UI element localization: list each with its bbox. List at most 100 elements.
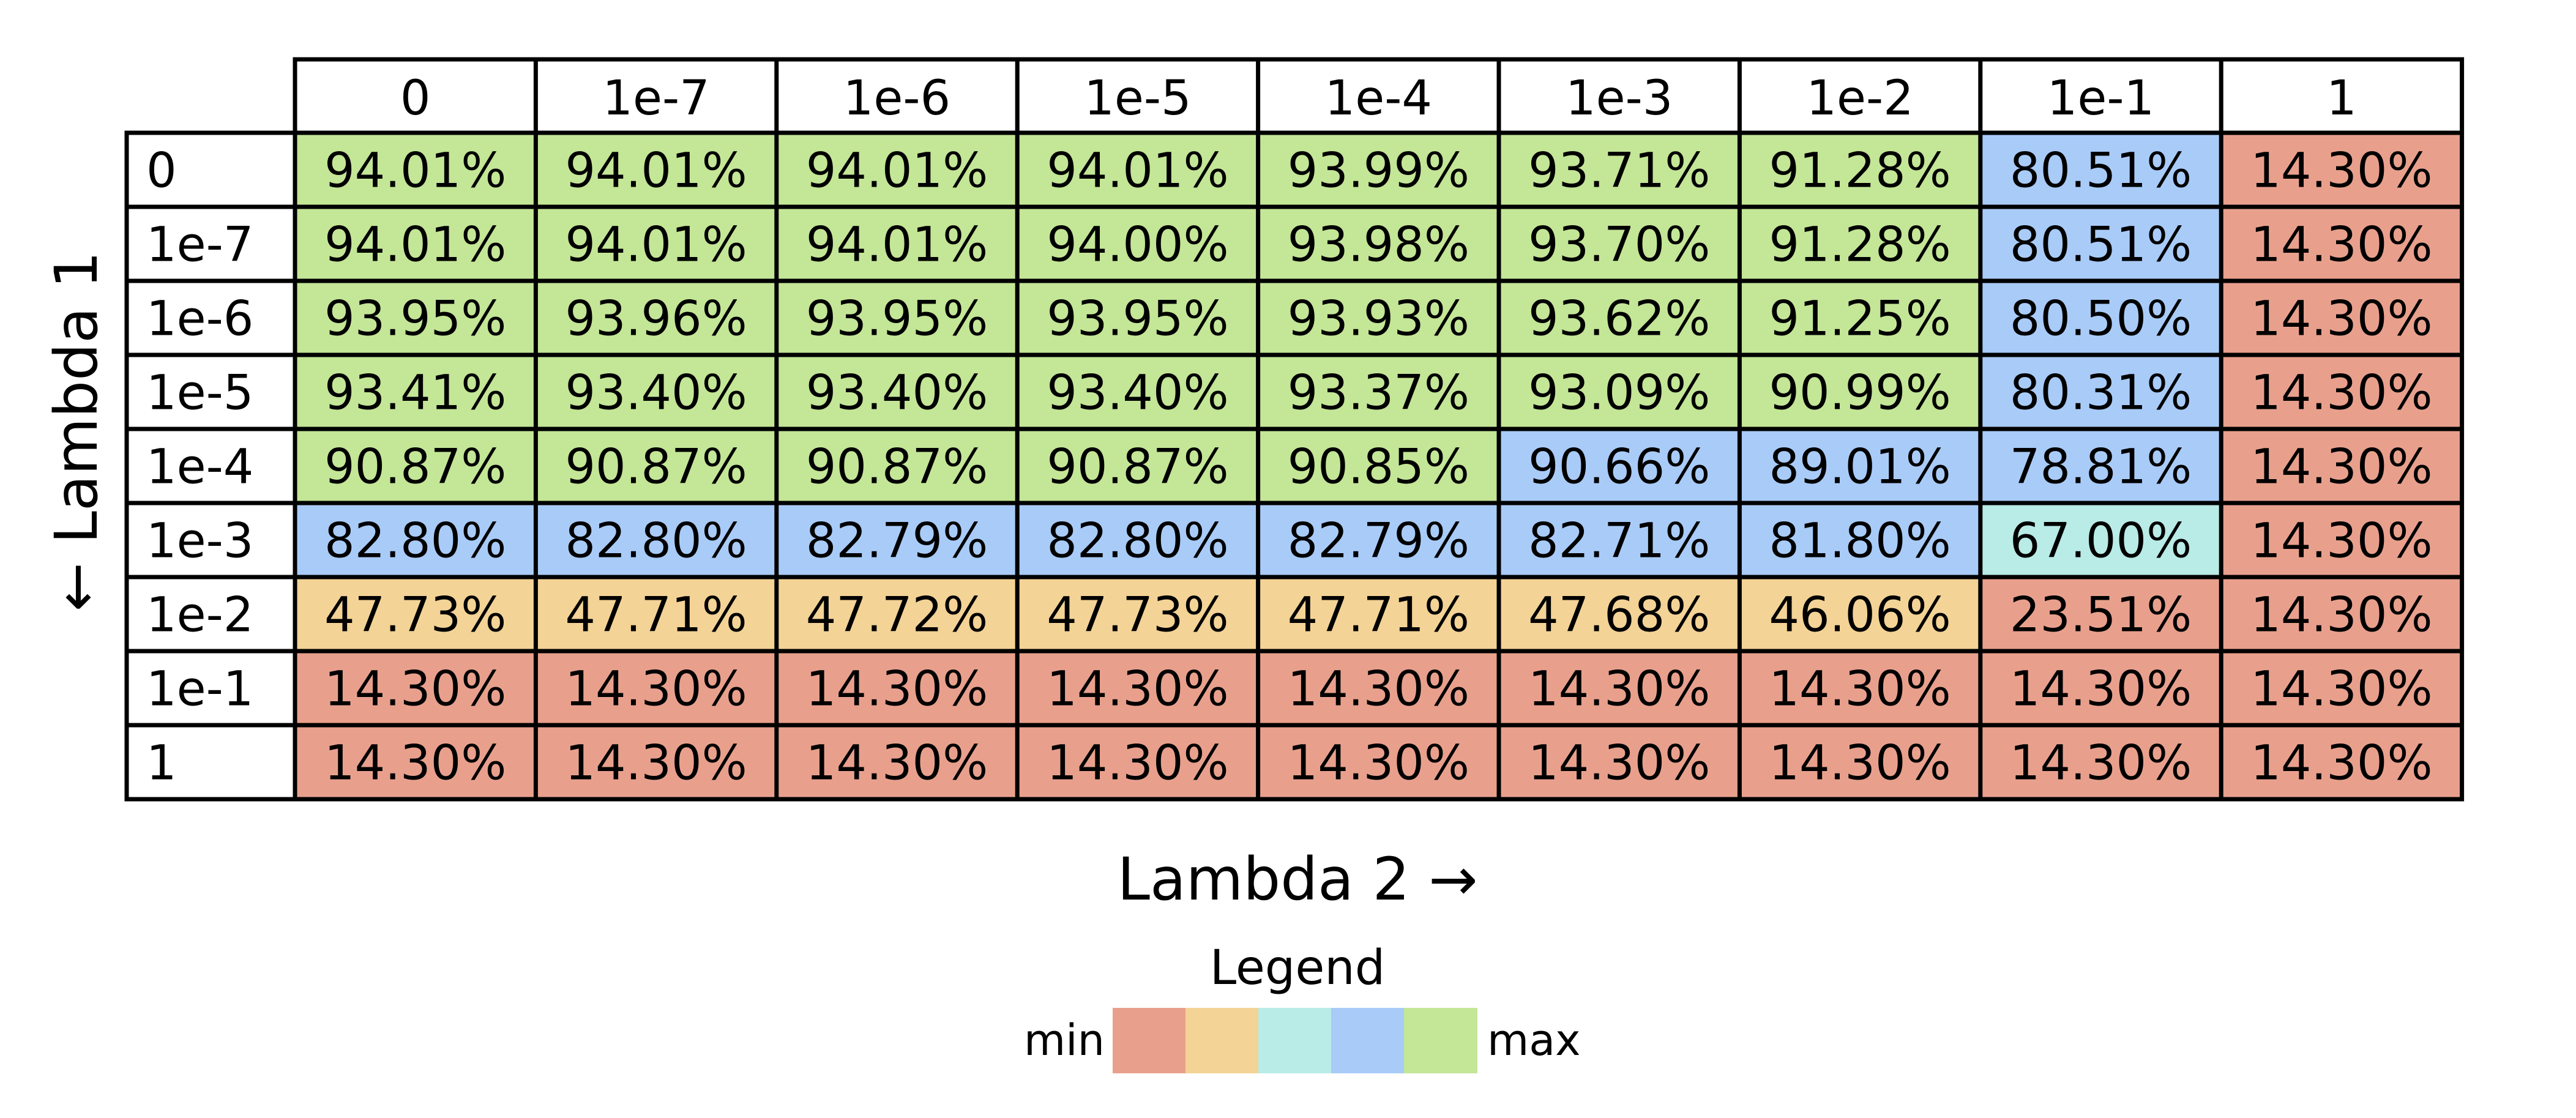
heatmap-cell <box>1017 651 1258 725</box>
heatmap-cell <box>1017 133 1258 207</box>
heatmap-cell <box>776 429 1018 503</box>
legend-swatches <box>1113 1008 1477 1073</box>
cell-value-label: 82.71% <box>1528 514 1710 569</box>
cell-value-label: 14.30% <box>2250 514 2432 569</box>
row-header: 1e-4 <box>146 440 253 495</box>
heatmap-cell <box>776 577 1018 651</box>
heatmap-cell <box>295 355 536 429</box>
column-header: 0 <box>400 71 431 126</box>
heatmap-cell <box>1499 725 1740 799</box>
cell-value-label: 90.87% <box>565 440 747 495</box>
cell-value-label: 93.98% <box>1288 218 1469 273</box>
heatmap-cell <box>1017 503 1258 577</box>
heatmap-cell <box>1980 133 2222 207</box>
cell-value-label: 47.72% <box>806 588 988 643</box>
heatmap-cell <box>776 355 1018 429</box>
heatmap-cell <box>536 429 777 503</box>
heatmap-cell <box>295 207 536 281</box>
row-header: 1e-6 <box>146 292 253 347</box>
cell-value-label: 47.73% <box>324 588 506 643</box>
cell-value-label: 82.80% <box>324 514 506 569</box>
x-axis-label: Lambda 2 → <box>1117 845 1477 914</box>
legend-swatch <box>1113 1008 1186 1073</box>
heatmap-cell <box>536 651 777 725</box>
cell-value-label: 81.80% <box>1769 514 1951 569</box>
cell-value-label: 82.80% <box>1047 514 1228 569</box>
cell-value-label: 91.28% <box>1769 144 1951 199</box>
heatmap-cell <box>2221 281 2462 355</box>
row-header: 1e-7 <box>146 218 253 273</box>
heatmap-cells: 94.01% 94.01% 94.01% 94.01% 93.99% 93.71% 91.2… <box>295 133 2462 799</box>
cell-value-label: 90.87% <box>324 440 506 495</box>
heatmap-cell <box>1499 281 1740 355</box>
column-header: 1e-3 <box>1566 71 1673 126</box>
cell-value-label: 94.01% <box>565 144 747 199</box>
heatmap-cell <box>1258 207 1499 281</box>
heatmap-cell <box>1739 577 1981 651</box>
cell-value-label: 94.01% <box>806 144 988 199</box>
heatmap-cell <box>295 725 536 799</box>
cell-value-label: 91.25% <box>1769 292 1951 347</box>
heatmap-cell <box>1980 725 2222 799</box>
heatmap-cell <box>1739 207 1981 281</box>
cell-value-label: 46.06% <box>1769 588 1951 643</box>
cell-value-label: 90.99% <box>1769 366 1951 421</box>
cell-value-label: 80.31% <box>2010 366 2192 421</box>
heatmap-cell <box>1980 281 2222 355</box>
cell-value-label: 93.95% <box>324 292 506 347</box>
heatmap-cell <box>295 429 536 503</box>
cell-value-label: 93.71% <box>1528 144 1710 199</box>
cell-value-label: 90.87% <box>806 440 988 495</box>
heatmap-cell <box>295 651 536 725</box>
cell-value-label: 94.01% <box>324 144 506 199</box>
cell-value-label: 91.28% <box>1769 218 1951 273</box>
heatmap-cell <box>2221 725 2462 799</box>
heatmap-cell <box>1499 207 1740 281</box>
cell-value-label: 14.30% <box>1047 736 1228 791</box>
column-header: 1e-6 <box>843 71 950 126</box>
row-header: 1 <box>146 736 177 791</box>
heatmap-cell <box>1017 281 1258 355</box>
heatmap-cell <box>1499 577 1740 651</box>
row-header: 1e-1 <box>146 662 253 717</box>
cell-value-label: 14.30% <box>2250 440 2432 495</box>
cell-value-label: 14.30% <box>2250 366 2432 421</box>
cell-value-label: 93.40% <box>1047 366 1228 421</box>
column-header: 1e-1 <box>2047 71 2154 126</box>
heatmap-cell <box>1017 577 1258 651</box>
heatmap-cell <box>2221 133 2462 207</box>
cell-value-label: 67.00% <box>2010 514 2192 569</box>
heatmap-cell <box>2221 651 2462 725</box>
cell-value-label: 80.51% <box>2010 144 2192 199</box>
column-header: 1e-4 <box>1325 71 1432 126</box>
cell-value-label: 14.30% <box>1288 662 1469 717</box>
cell-value-label: 94.01% <box>565 218 747 273</box>
heatmap-cell <box>536 725 777 799</box>
legend-swatch <box>1258 1008 1332 1073</box>
cell-value-label: 94.01% <box>1047 144 1228 199</box>
heatmap-cell <box>1499 503 1740 577</box>
cell-value-label: 93.41% <box>324 366 506 421</box>
heatmap-cell <box>1499 355 1740 429</box>
heatmap-cell <box>1739 355 1981 429</box>
cell-value-label: 80.50% <box>2010 292 2192 347</box>
y-axis-label: ← Lambda 1 <box>42 251 111 611</box>
cell-value-label: 82.80% <box>565 514 747 569</box>
cell-value-label: 93.93% <box>1288 292 1469 347</box>
heatmap-cell <box>1739 429 1981 503</box>
heatmap-cell <box>1258 651 1499 725</box>
cell-value-label: 90.87% <box>1047 440 1228 495</box>
cell-value-label: 14.30% <box>2010 662 2192 717</box>
cell-value-label: 14.30% <box>324 662 506 717</box>
heatmap-cell <box>1739 651 1981 725</box>
cell-value-label: 78.81% <box>2010 440 2192 495</box>
row-header: 1e-3 <box>146 514 253 569</box>
cell-value-label: 93.62% <box>1528 292 1710 347</box>
heatmap-cell <box>776 725 1018 799</box>
cell-value-label: 47.68% <box>1528 588 1710 643</box>
cell-value-label: 14.30% <box>2250 292 2432 347</box>
cell-value-label: 47.73% <box>1047 588 1228 643</box>
heatmap-cell <box>536 503 777 577</box>
cell-value-label: 80.51% <box>2010 218 2192 273</box>
cell-value-label: 93.95% <box>806 292 988 347</box>
